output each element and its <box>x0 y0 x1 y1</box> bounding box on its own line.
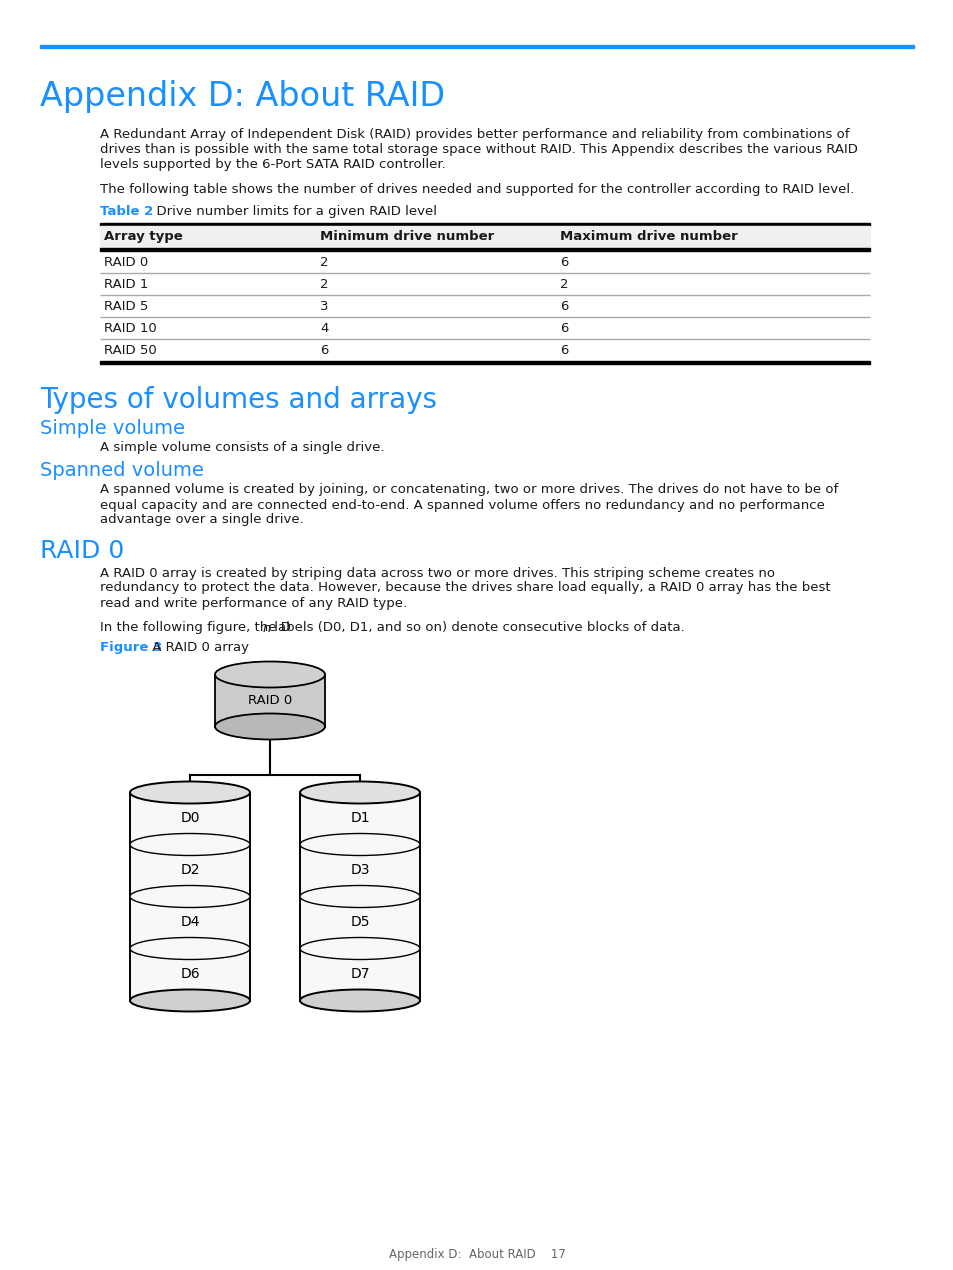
Ellipse shape <box>299 989 419 1011</box>
Ellipse shape <box>299 833 419 856</box>
Text: labels (D0, D1, and so on) denote consecutive blocks of data.: labels (D0, D1, and so on) denote consec… <box>270 621 684 635</box>
Bar <box>130 792 250 845</box>
Text: RAID 0: RAID 0 <box>248 693 292 707</box>
Bar <box>100 224 869 226</box>
Text: A simple volume consists of a single drive.: A simple volume consists of a single dri… <box>100 442 384 455</box>
Text: D5: D5 <box>350 916 370 930</box>
Bar <box>130 897 250 949</box>
Text: levels supported by the 6-Port SATA RAID controller.: levels supported by the 6-Port SATA RAID… <box>100 157 445 171</box>
Text: Figure 3: Figure 3 <box>100 641 162 654</box>
Text: read and write performance of any RAID type.: read and write performance of any RAID t… <box>100 597 407 610</box>
Text: 2: 2 <box>559 278 568 291</box>
Text: In the following figure, the D: In the following figure, the D <box>100 621 291 635</box>
Bar <box>299 897 419 949</box>
Text: D3: D3 <box>350 864 370 878</box>
Bar <box>299 845 419 897</box>
Text: n: n <box>263 621 271 635</box>
Ellipse shape <box>299 885 419 908</box>
Ellipse shape <box>299 781 419 804</box>
Text: A spanned volume is created by joining, or concatenating, two or more drives. Th: A spanned volume is created by joining, … <box>100 484 838 497</box>
Text: redundancy to protect the data. However, because the drives share load equally, : redundancy to protect the data. However,… <box>100 582 830 594</box>
Text: A RAID 0 array is created by striping data across two or more drives. This strip: A RAID 0 array is created by striping da… <box>100 566 774 579</box>
Bar <box>299 949 419 1001</box>
Ellipse shape <box>130 885 250 908</box>
Text: Table 2: Table 2 <box>100 204 153 218</box>
Text: Maximum drive number: Maximum drive number <box>559 230 737 243</box>
Text: 6: 6 <box>559 300 568 312</box>
Text: RAID 50: RAID 50 <box>104 343 156 357</box>
Bar <box>100 248 869 250</box>
Text: RAID 10: RAID 10 <box>104 321 156 334</box>
Text: 2: 2 <box>319 255 328 268</box>
Bar <box>100 226 869 248</box>
Ellipse shape <box>214 662 325 687</box>
Ellipse shape <box>130 833 250 856</box>
Text: RAID 0: RAID 0 <box>104 255 148 268</box>
Bar <box>40 44 913 48</box>
Text: D7: D7 <box>350 968 370 982</box>
Bar <box>299 792 419 845</box>
Text: Array type: Array type <box>104 230 183 243</box>
Text: D6: D6 <box>180 968 199 982</box>
Text: RAID 0: RAID 0 <box>40 538 124 563</box>
Ellipse shape <box>130 937 250 960</box>
Text: 6: 6 <box>559 343 568 357</box>
Text: D2: D2 <box>180 864 199 878</box>
Ellipse shape <box>299 937 419 960</box>
Text: 6: 6 <box>319 343 328 357</box>
Text: RAID 5: RAID 5 <box>104 300 149 312</box>
Text: D4: D4 <box>180 916 199 930</box>
Text: equal capacity and are connected end-to-end. A spanned volume offers no redundan: equal capacity and are connected end-to-… <box>100 499 824 512</box>
Text: Spanned volume: Spanned volume <box>40 461 204 480</box>
Ellipse shape <box>130 989 250 1011</box>
Text: Appendix D:  About RAID    17: Appendix D: About RAID 17 <box>388 1248 565 1261</box>
Text: drives than is possible with the same total storage space without RAID. This App: drives than is possible with the same to… <box>100 144 857 156</box>
Text: Minimum drive number: Minimum drive number <box>319 230 494 243</box>
Text: 6: 6 <box>559 255 568 268</box>
Text: Simple volume: Simple volume <box>40 419 185 438</box>
Text: 4: 4 <box>319 321 328 334</box>
Text: Drive number limits for a given RAID level: Drive number limits for a given RAID lev… <box>148 204 436 218</box>
Bar <box>100 361 869 363</box>
Text: The following table shows the number of drives needed and supported for the cont: The following table shows the number of … <box>100 183 853 196</box>
Ellipse shape <box>214 714 325 739</box>
Ellipse shape <box>130 781 250 804</box>
Text: D1: D1 <box>350 812 370 826</box>
Bar <box>214 674 325 726</box>
Text: 3: 3 <box>319 300 328 312</box>
Text: Types of volumes and arrays: Types of volumes and arrays <box>40 386 436 414</box>
Text: advantage over a single drive.: advantage over a single drive. <box>100 513 303 527</box>
Bar <box>130 845 250 897</box>
Text: Appendix D: About RAID: Appendix D: About RAID <box>40 80 445 113</box>
Text: 6: 6 <box>559 321 568 334</box>
Text: 2: 2 <box>319 278 328 291</box>
Text: A Redundant Array of Independent Disk (RAID) provides better performance and rel: A Redundant Array of Independent Disk (R… <box>100 128 848 141</box>
Bar <box>130 949 250 1001</box>
Text: D0: D0 <box>180 812 199 826</box>
Text: A RAID 0 array: A RAID 0 array <box>148 641 249 654</box>
Text: RAID 1: RAID 1 <box>104 278 149 291</box>
